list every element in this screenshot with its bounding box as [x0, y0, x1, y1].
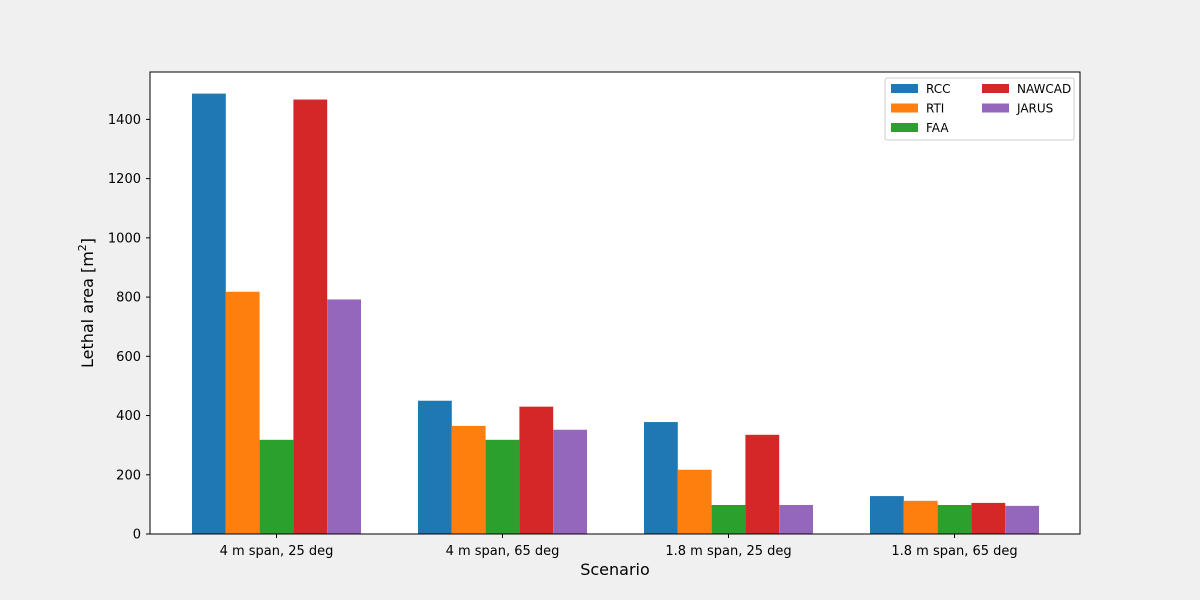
y-axis-ticks: 0 200 400 600 800 1000 1200 1400 — [108, 113, 150, 543]
y-tick-label: 1400 — [108, 113, 141, 128]
legend-label-jarus: JARUS — [1016, 102, 1053, 116]
y-tick-label: 800 — [116, 291, 141, 306]
x-tick-label: 1.8 m span, 25 deg — [665, 544, 791, 559]
bar-nawcad-2 — [519, 406, 554, 534]
y-tick-label: 600 — [116, 350, 141, 365]
legend-label-rcc: RCC — [926, 82, 951, 96]
bars-layer — [192, 93, 1039, 535]
bar-rti-4 — [903, 500, 938, 534]
x-axis-ticks: 4 m span, 25 deg 4 m span, 65 deg 1.8 m sp… — [220, 534, 1018, 559]
bar-faa-1 — [259, 439, 294, 534]
bar-faa-3 — [711, 504, 746, 534]
bar-nawcad-3 — [745, 434, 780, 534]
legend-swatch-faa — [891, 123, 918, 132]
bar-jarus-4 — [1005, 505, 1039, 534]
y-axis-title-suffix: ] — [78, 238, 97, 244]
bar-rcc-3 — [644, 422, 678, 534]
bar-rti-3 — [677, 469, 712, 534]
y-tick-label: 400 — [116, 409, 141, 424]
bar-nawcad-1 — [293, 99, 328, 534]
bar-jarus-1 — [327, 299, 361, 534]
legend-swatch-rti — [891, 103, 918, 113]
y-axis-title: Lethal area [m2] — [76, 238, 97, 368]
bar-rcc-2 — [418, 400, 452, 534]
bar-faa-4 — [937, 504, 972, 534]
bar-faa-2 — [485, 439, 520, 534]
plot-frame — [149, 71, 1081, 535]
bar-rcc-1 — [192, 93, 226, 535]
x-tick-label: 4 m span, 25 deg — [220, 544, 334, 559]
legend-label-nawcad: NAWCAD — [1017, 82, 1071, 96]
legend: RCC RTI FAA NAWCAD JARUS — [884, 77, 1075, 141]
legend-swatch-nawcad — [982, 84, 1009, 93]
bar-rcc-4 — [870, 496, 904, 534]
bar-rti-2 — [451, 425, 486, 534]
x-tick-label: 1.8 m span, 65 deg — [891, 544, 1017, 559]
bar-nawcad-4 — [971, 502, 1006, 534]
legend-swatch-rcc — [891, 84, 918, 93]
y-axis-title-main: Lethal area [m — [78, 251, 97, 368]
y-axis-title-superscript: 2 — [76, 244, 89, 251]
legend-swatch-jarus — [982, 103, 1009, 113]
legend-frame — [884, 77, 1075, 141]
y-tick-label: 1000 — [108, 231, 141, 246]
x-tick-label: 4 m span, 65 deg — [446, 544, 560, 559]
y-tick-label: 200 — [116, 468, 141, 483]
bar-jarus-3 — [779, 504, 813, 534]
legend-label-rti: RTI — [926, 102, 944, 116]
y-tick-label: 1200 — [108, 172, 141, 187]
y-tick-label: 0 — [133, 528, 141, 543]
bar-jarus-2 — [553, 429, 587, 534]
x-axis-title: Scenario — [580, 560, 650, 579]
bar-rti-1 — [225, 291, 260, 534]
legend-label-faa: FAA — [926, 121, 949, 135]
